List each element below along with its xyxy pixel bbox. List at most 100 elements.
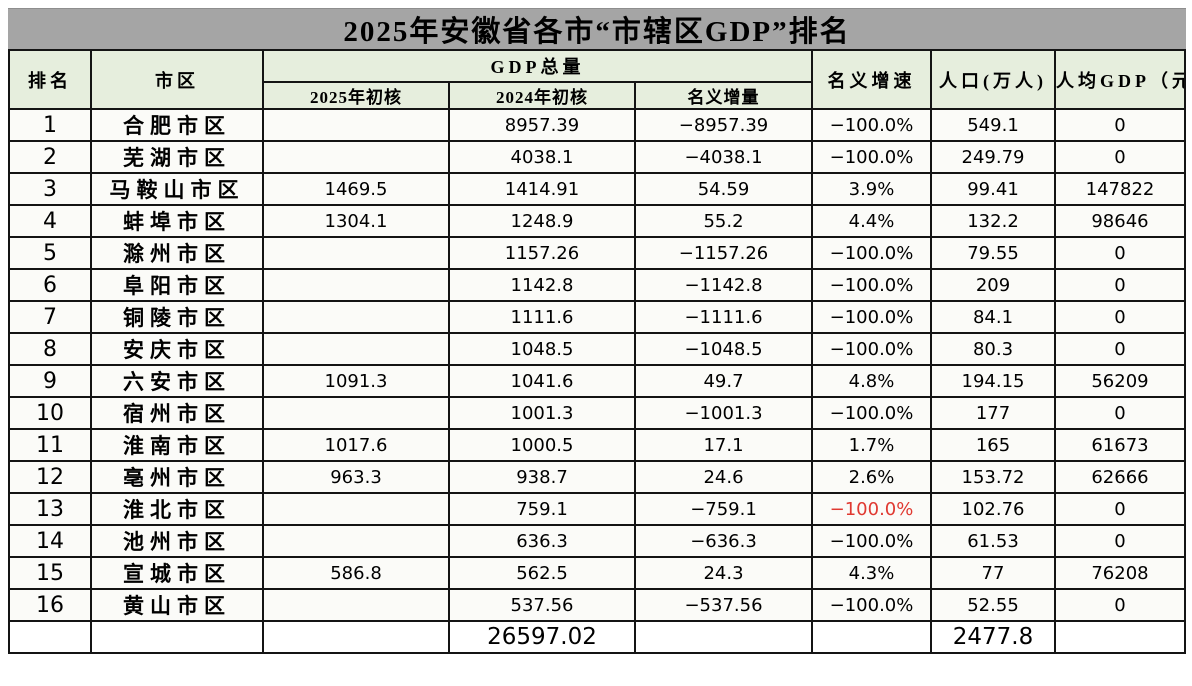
cell-nominal-change: −759.1	[634, 492, 813, 526]
cell-nominal-change: 24.3	[634, 556, 813, 590]
cell-population: 102.76	[930, 492, 1056, 526]
table-row: 7 铜陵市区 1111.6 −1111.6 −100.0% 84.1 0	[8, 300, 1186, 334]
cell-gdp-2024: 562.5	[448, 556, 636, 590]
cell-population: 165	[930, 428, 1056, 462]
cell-gdp-2025	[262, 140, 450, 174]
header-population: 人口(万人)	[930, 49, 1056, 110]
cell-gdp-2025	[262, 332, 450, 366]
cell-gdp-2024: 1248.9	[448, 204, 636, 238]
cell-nominal-growth: −100.0%	[811, 492, 932, 526]
table-row: 10 宿州市区 1001.3 −1001.3 −100.0% 177 0	[8, 396, 1186, 430]
cell-gdp-per-capita: 62666	[1054, 460, 1186, 494]
cell-population: 132.2	[930, 204, 1056, 238]
cell-nominal-change: −1157.26	[634, 236, 813, 270]
cell-gdp-2025: 1017.6	[262, 428, 450, 462]
cell-rank: 13	[8, 492, 92, 526]
gdp-ranking-sheet: 2025年安徽省各市“市辖区GDP”排名 排名 市区 GDP总量 名义增速 人口…	[8, 8, 1186, 654]
cell-gdp-per-capita: 0	[1054, 332, 1186, 366]
cell-rank: 11	[8, 428, 92, 462]
cell-population: 77	[930, 556, 1056, 590]
cell-gdp-2025	[262, 524, 450, 558]
cell-gdp-per-capita: 0	[1054, 236, 1186, 270]
cell-city: 铜陵市区	[90, 300, 264, 334]
cell-gdp-2024: 636.3	[448, 524, 636, 558]
cell-nominal-change: 54.59	[634, 172, 813, 206]
cell-gdp-2025: 1304.1	[262, 204, 450, 238]
cell-nominal-change: −8957.39	[634, 108, 813, 142]
total-city-cell	[90, 620, 264, 654]
total-gdp2024-cell: 26597.02	[448, 620, 636, 654]
cell-rank: 12	[8, 460, 92, 494]
cell-nominal-change: −636.3	[634, 524, 813, 558]
cell-nominal-change: 24.6	[634, 460, 813, 494]
cell-gdp-2024: 1111.6	[448, 300, 636, 334]
cell-city: 蚌埠市区	[90, 204, 264, 238]
cell-city: 滁州市区	[90, 236, 264, 270]
cell-gdp-2024: 938.7	[448, 460, 636, 494]
cell-nominal-growth: −100.0%	[811, 300, 932, 334]
cell-gdp-2025: 586.8	[262, 556, 450, 590]
cell-gdp-2025	[262, 588, 450, 622]
cell-gdp-2024: 1041.6	[448, 364, 636, 398]
cell-city: 安庆市区	[90, 332, 264, 366]
cell-city: 黄山市区	[90, 588, 264, 622]
cell-nominal-growth: 4.3%	[811, 556, 932, 590]
cell-nominal-change: −4038.1	[634, 140, 813, 174]
cell-nominal-growth: −100.0%	[811, 140, 932, 174]
cell-population: 61.53	[930, 524, 1056, 558]
table-row: 6 阜阳市区 1142.8 −1142.8 −100.0% 209 0	[8, 268, 1186, 302]
header-gdp-2024: 2024年初核	[448, 81, 636, 110]
table-row: 12 亳州市区 963.3 938.7 24.6 2.6% 153.72 626…	[8, 460, 1186, 494]
cell-gdp-2025	[262, 268, 450, 302]
cell-gdp-per-capita: 0	[1054, 396, 1186, 430]
table-row: 15 宣城市区 586.8 562.5 24.3 4.3% 77 76208	[8, 556, 1186, 590]
cell-nominal-change: −1001.3	[634, 396, 813, 430]
cell-gdp-per-capita: 76208	[1054, 556, 1186, 590]
total-population-cell: 2477.8	[930, 620, 1056, 654]
table-row: 16 黄山市区 537.56 −537.56 −100.0% 52.55 0	[8, 588, 1186, 622]
cell-population: 84.1	[930, 300, 1056, 334]
cell-nominal-growth: 2.6%	[811, 460, 932, 494]
cell-gdp-2025	[262, 108, 450, 142]
cell-gdp-2024: 537.56	[448, 588, 636, 622]
cell-city: 淮南市区	[90, 428, 264, 462]
cell-gdp-2024: 4038.1	[448, 140, 636, 174]
table-row: 13 淮北市区 759.1 −759.1 −100.0% 102.76 0	[8, 492, 1186, 526]
cell-nominal-change: 55.2	[634, 204, 813, 238]
cell-city: 马鞍山市区	[90, 172, 264, 206]
cell-gdp-per-capita: 0	[1054, 588, 1186, 622]
table-row: 3 马鞍山市区 1469.5 1414.91 54.59 3.9% 99.41 …	[8, 172, 1186, 206]
cell-population: 52.55	[930, 588, 1056, 622]
header-gdp-per-capita: 人均GDP（元）	[1054, 49, 1186, 110]
total-change-cell	[634, 620, 813, 654]
cell-population: 209	[930, 268, 1056, 302]
cell-rank: 14	[8, 524, 92, 558]
cell-city: 阜阳市区	[90, 268, 264, 302]
cell-population: 99.41	[930, 172, 1056, 206]
cell-population: 249.79	[930, 140, 1056, 174]
cell-rank: 10	[8, 396, 92, 430]
cell-gdp-2025	[262, 300, 450, 334]
cell-nominal-growth: −100.0%	[811, 396, 932, 430]
cell-nominal-growth: −100.0%	[811, 588, 932, 622]
cell-nominal-growth: −100.0%	[811, 108, 932, 142]
table-row: 8 安庆市区 1048.5 −1048.5 −100.0% 80.3 0	[8, 332, 1186, 366]
cell-rank: 7	[8, 300, 92, 334]
cell-gdp-2025	[262, 396, 450, 430]
table-totals: 26597.02 2477.8	[8, 620, 1186, 654]
cell-population: 177	[930, 396, 1056, 430]
cell-city: 芜湖市区	[90, 140, 264, 174]
cell-city: 宣城市区	[90, 556, 264, 590]
cell-gdp-2024: 1142.8	[448, 268, 636, 302]
cell-gdp-per-capita: 0	[1054, 300, 1186, 334]
cell-nominal-change: 17.1	[634, 428, 813, 462]
gdp-table-body: 1 合肥市区 8957.39 −8957.39 −100.0% 549.1 0 …	[8, 108, 1186, 622]
cell-nominal-growth: −100.0%	[811, 524, 932, 558]
header-city: 市区	[90, 49, 264, 110]
table-row: 2 芜湖市区 4038.1 −4038.1 −100.0% 249.79 0	[8, 140, 1186, 174]
cell-nominal-growth: 4.8%	[811, 364, 932, 398]
cell-city: 合肥市区	[90, 108, 264, 142]
cell-gdp-2025: 1091.3	[262, 364, 450, 398]
cell-gdp-per-capita: 0	[1054, 524, 1186, 558]
cell-nominal-growth: −100.0%	[811, 332, 932, 366]
